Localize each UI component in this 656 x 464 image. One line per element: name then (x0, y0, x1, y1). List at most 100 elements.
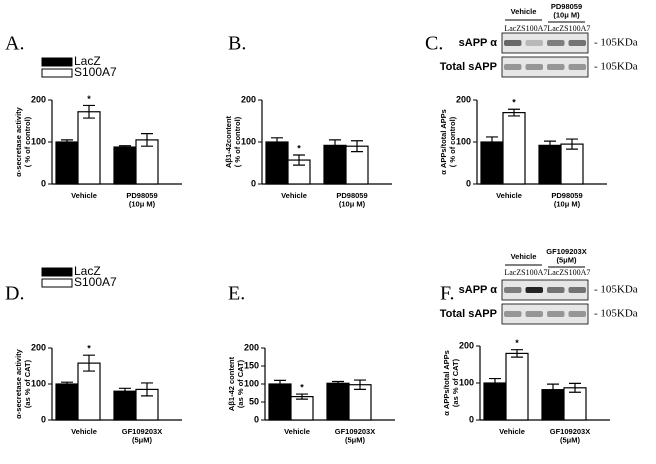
bar (326, 382, 350, 421)
x-tick-label: Vehicle (71, 191, 97, 200)
legend-swatch (41, 267, 73, 277)
y-tick-label: 200 (31, 342, 46, 352)
error-bar (489, 377, 501, 389)
legend-label: S100A7 (74, 275, 117, 289)
significance-mark: * (87, 344, 91, 354)
y-axis-label-line: Aβ1-42content (224, 115, 233, 168)
panel-letter: F. (440, 283, 455, 305)
band (525, 40, 543, 46)
y-axis-label-line: (as % of CAT) (451, 358, 460, 407)
y-axis-label-line: ( % of control) (233, 116, 242, 167)
bar (113, 146, 137, 185)
bar (77, 111, 101, 185)
error-bar (569, 382, 581, 393)
y-tick-label: 0 (41, 178, 46, 188)
bar (290, 396, 314, 421)
legend-label: LacZ (74, 264, 101, 278)
error-bar (486, 136, 498, 148)
y-axis-label: α-secretase activity(as % of CAT) (14, 348, 32, 418)
band (525, 311, 543, 317)
bar (77, 362, 101, 421)
y-axis-label: Aβ1-42 content(as % of CAT) (227, 356, 245, 411)
legend-swatch (41, 278, 73, 288)
lane-label: S100A7 (521, 24, 547, 33)
band (568, 287, 586, 293)
lane-group-label: GF109203X (5μM) (546, 247, 586, 265)
error-bar (274, 379, 286, 389)
bar (113, 390, 137, 421)
y-tick-label: 200 (31, 94, 46, 104)
error-bar (354, 379, 366, 390)
bar (55, 383, 79, 421)
legend-label: S100A7 (74, 65, 117, 79)
row-label: sAPP α (459, 37, 498, 49)
y-tick-label: 0 (254, 414, 259, 424)
lane-label: S100A7 (564, 268, 590, 277)
x-tick-label: Vehicle (71, 427, 97, 436)
y-tick-label: 200 (456, 94, 471, 104)
error-bar (141, 382, 153, 397)
y-tick-label: 200 (241, 94, 256, 104)
size-label: - 105KDa (594, 37, 638, 49)
significance-mark: * (300, 382, 304, 392)
bar (483, 382, 507, 421)
error-bar (566, 138, 578, 150)
error-bar (271, 137, 283, 147)
y-axis-label-line: α-secretase activity (14, 106, 23, 176)
bar (268, 383, 292, 421)
y-axis-label-line: (as % of CAT) (23, 359, 32, 408)
error-bar (332, 380, 344, 386)
significance-mark: * (515, 338, 519, 348)
bar (560, 143, 584, 185)
x-tick-label: Vehicle (496, 191, 522, 200)
y-tick-label: 50 (249, 396, 259, 406)
x-tick-label: Vehicle (284, 427, 310, 436)
y-axis-label-line: (as % of CAT) (236, 359, 245, 408)
row-label: Total sAPP (440, 61, 497, 73)
blot-strip (501, 56, 589, 78)
x-tick-label: PD98059 (10μ M) (336, 191, 367, 209)
band (504, 64, 522, 70)
lane-label: S100A7 (521, 268, 547, 277)
error-bar (61, 139, 73, 145)
panel-letter: D. (5, 283, 24, 305)
band (547, 64, 565, 70)
error-bar (351, 140, 363, 153)
significance-mark: * (297, 143, 301, 153)
bar (502, 111, 526, 185)
y-tick-label: 100 (31, 378, 46, 388)
bar (480, 141, 504, 185)
band (525, 287, 543, 293)
x-tick-label: GF109203X (5μM) (122, 427, 162, 445)
lane-label: S100A7 (564, 24, 590, 33)
panel: B. 0 100 200 Aβ1-42content( % of control) Veh… (224, 33, 392, 209)
y-axis-label-line: ( % of control) (23, 116, 32, 167)
y-tick-label: 0 (469, 414, 474, 424)
lane-label: LacZ (547, 24, 564, 33)
y-axis-label: Aβ1-42content( % of control) (224, 115, 242, 168)
y-tick-label: 100 (31, 136, 46, 146)
significance-mark: * (87, 94, 91, 104)
panel-letter: E. (228, 283, 245, 305)
y-tick-label: 100 (459, 377, 474, 387)
row-label: Total sAPP (440, 308, 497, 320)
error-bar (83, 354, 95, 372)
bar (505, 352, 529, 421)
lane-label: LacZ (547, 268, 564, 277)
x-tick-label: GF109203X (5μM) (550, 427, 590, 445)
blot-strip (501, 32, 589, 54)
lane-label: LacZ (504, 268, 521, 277)
error-bar (119, 145, 131, 149)
y-axis-label-line: ( % of control) (448, 116, 457, 167)
panel: A. 0 100 200 α-secretase activity( % of cont… (5, 33, 182, 209)
x-tick-label: Vehicle (281, 191, 307, 200)
y-axis-label-line: α-secretase activity (14, 348, 23, 418)
y-axis-label: α APPs/total APPs(as % of CAT) (442, 350, 460, 416)
y-tick-label: 0 (41, 414, 46, 424)
band (504, 40, 522, 46)
error-bar (293, 154, 305, 166)
y-axis-label: α APPs/total APPs( % of control) (439, 109, 457, 175)
